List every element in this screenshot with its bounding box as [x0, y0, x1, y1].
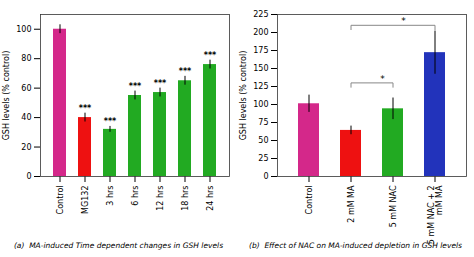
svg-text:24 hrs: 24 hrs [206, 186, 215, 211]
svg-text:***: *** [154, 79, 167, 88]
svg-text:3 hrs: 3 hrs [106, 186, 115, 206]
svg-text:40: 40 [21, 113, 31, 122]
svg-text:0: 0 [263, 172, 268, 181]
svg-text:MG132: MG132 [81, 186, 90, 214]
svg-text:2 mM MA: 2 mM MA [347, 185, 356, 223]
svg-text:Control: Control [305, 186, 314, 215]
svg-text:50: 50 [258, 136, 268, 145]
svg-text:5 mM NAC: 5 mM NAC [389, 185, 398, 227]
svg-text:150: 150 [253, 64, 268, 73]
svg-text:18 hrs: 18 hrs [181, 186, 190, 211]
svg-text:***: *** [129, 82, 142, 91]
svg-text:20: 20 [21, 143, 31, 152]
svg-text:GSH levels (% control): GSH levels (% control) [2, 51, 11, 141]
svg-text:80: 80 [21, 54, 31, 63]
html-text:(b) Effect of NAC on MA-induce: (b) Effect of NAC on MA-induced depletio… [249, 241, 462, 250]
svg-text:200: 200 [253, 28, 268, 37]
svg-text:100: 100 [253, 100, 268, 109]
svg-text:25: 25 [258, 154, 268, 163]
svg-text:*: * [380, 74, 385, 84]
html-text:(a) MA-induced Time dependent: (a) MA-induced Time dependent changes in… [13, 241, 224, 250]
svg-text:60: 60 [21, 84, 31, 93]
svg-text:*: * [401, 16, 406, 26]
svg-text:12 hrs: 12 hrs [156, 186, 165, 211]
svg-text:Control: Control [56, 186, 65, 215]
svg-text:GSH levels (% control): GSH levels (% control) [239, 51, 248, 141]
svg-text:125: 125 [253, 82, 268, 91]
svg-text:0: 0 [26, 172, 31, 181]
svg-text:75: 75 [258, 118, 268, 127]
svg-text:225: 225 [253, 10, 268, 19]
svg-text:175: 175 [253, 46, 268, 55]
svg-text:100: 100 [16, 25, 31, 34]
svg-text:6 hrs: 6 hrs [131, 186, 140, 206]
svg-text:***: *** [204, 51, 217, 60]
svg-text:5 mM NAC + 2mM MA: 5 mM NAC + 2mM MA [427, 185, 444, 244]
svg-text:***: *** [104, 117, 117, 126]
svg-text:***: *** [179, 67, 192, 76]
svg-text:***: *** [79, 104, 92, 113]
